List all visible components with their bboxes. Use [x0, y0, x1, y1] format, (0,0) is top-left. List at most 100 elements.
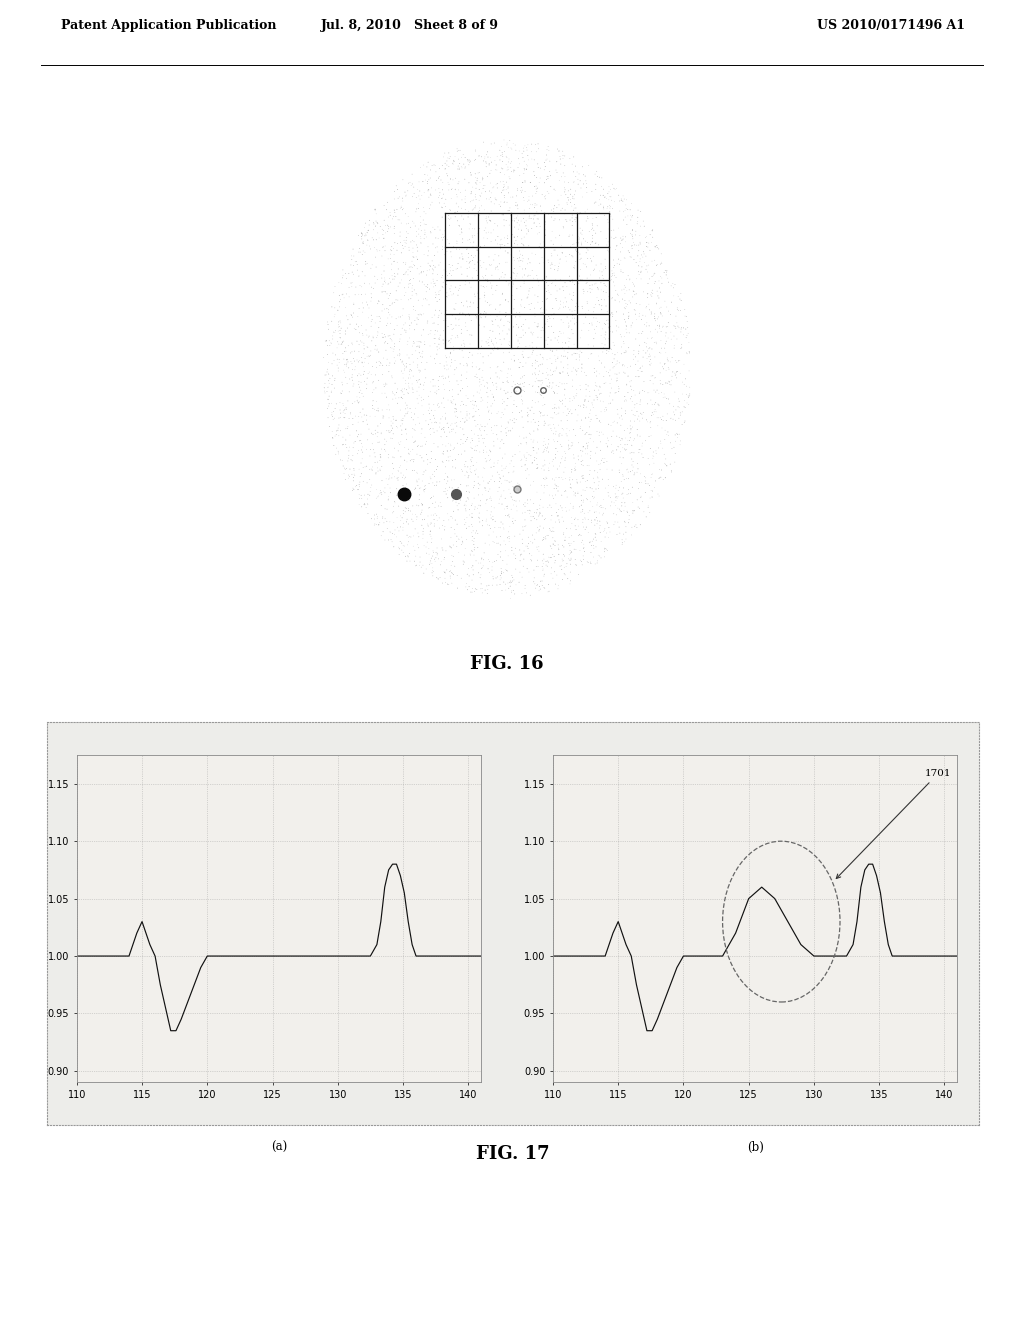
Point	[608, 363, 625, 384]
Point	[615, 304, 632, 325]
Point	[490, 532, 507, 553]
Point	[349, 387, 366, 408]
Point	[532, 570, 549, 591]
Point	[519, 156, 536, 177]
Point	[400, 367, 417, 388]
Point	[548, 227, 564, 248]
Point	[552, 297, 568, 318]
Point	[669, 329, 685, 350]
Point	[481, 515, 498, 536]
Point	[551, 298, 567, 319]
Point	[440, 315, 457, 337]
Point	[347, 391, 364, 412]
Point	[617, 400, 634, 421]
Point	[437, 153, 454, 174]
Point	[388, 176, 404, 197]
Point	[315, 347, 332, 368]
Point	[432, 280, 449, 301]
Point	[580, 198, 596, 219]
Point	[510, 330, 526, 351]
Point	[578, 170, 594, 191]
Point	[472, 172, 488, 193]
Point	[395, 535, 412, 556]
Point	[536, 577, 552, 598]
Point	[636, 466, 652, 487]
Point	[394, 318, 411, 339]
Point	[366, 219, 382, 240]
Point	[555, 550, 571, 572]
Point	[393, 462, 410, 483]
Point	[415, 404, 431, 425]
Point	[642, 346, 658, 367]
Point	[673, 300, 689, 321]
Point	[567, 211, 584, 232]
Point	[595, 185, 611, 206]
Point	[606, 348, 623, 370]
Point	[669, 352, 685, 374]
Point	[606, 265, 623, 286]
Point	[517, 454, 534, 475]
Point	[588, 524, 604, 545]
Point	[604, 198, 621, 219]
Point	[410, 356, 426, 378]
Point	[443, 265, 460, 286]
Point	[387, 372, 403, 393]
Point	[386, 215, 402, 236]
Point	[565, 498, 582, 519]
Point	[554, 569, 570, 590]
Point	[567, 399, 584, 420]
Point	[504, 417, 520, 438]
Point	[406, 268, 422, 289]
Point	[333, 334, 349, 355]
Point	[415, 465, 431, 486]
Point	[357, 319, 374, 341]
Point	[333, 383, 349, 404]
Point	[382, 239, 398, 260]
Point	[525, 560, 542, 581]
Point	[580, 281, 596, 302]
Point	[550, 477, 566, 498]
Point	[383, 272, 399, 293]
Point	[425, 259, 441, 280]
Point	[564, 376, 581, 397]
Point	[532, 168, 549, 189]
Point	[426, 421, 442, 442]
Point	[536, 482, 552, 503]
Point	[636, 215, 652, 236]
Point	[528, 536, 545, 557]
Point	[613, 483, 630, 504]
Point	[666, 437, 682, 458]
Point	[556, 557, 572, 578]
Point	[611, 477, 628, 498]
Point	[644, 227, 660, 248]
Point	[493, 546, 509, 568]
Point	[490, 517, 507, 539]
Point	[529, 420, 546, 441]
Point	[574, 156, 591, 177]
Point	[483, 417, 500, 438]
Point	[497, 164, 513, 185]
Point	[419, 277, 435, 298]
Point	[526, 306, 543, 327]
Point	[537, 279, 553, 300]
Point	[540, 364, 556, 385]
Point	[555, 141, 571, 162]
Point	[457, 335, 473, 356]
Point	[651, 298, 668, 319]
Point	[625, 503, 641, 524]
Point	[434, 515, 451, 536]
Point	[514, 529, 530, 550]
Point	[682, 376, 698, 397]
Point	[446, 147, 463, 168]
Point	[555, 524, 571, 545]
Point	[558, 210, 574, 231]
Point	[337, 338, 353, 359]
Point	[596, 366, 612, 387]
Point	[593, 548, 609, 569]
Point	[483, 457, 500, 478]
Point	[629, 418, 645, 440]
Point	[484, 566, 501, 587]
Point	[385, 409, 401, 430]
Point	[422, 256, 438, 277]
Point	[546, 198, 562, 219]
